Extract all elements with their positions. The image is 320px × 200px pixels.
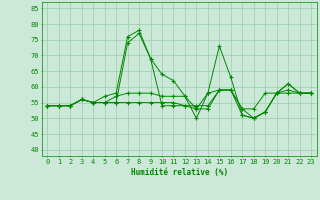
- X-axis label: Humidité relative (%): Humidité relative (%): [131, 168, 228, 177]
